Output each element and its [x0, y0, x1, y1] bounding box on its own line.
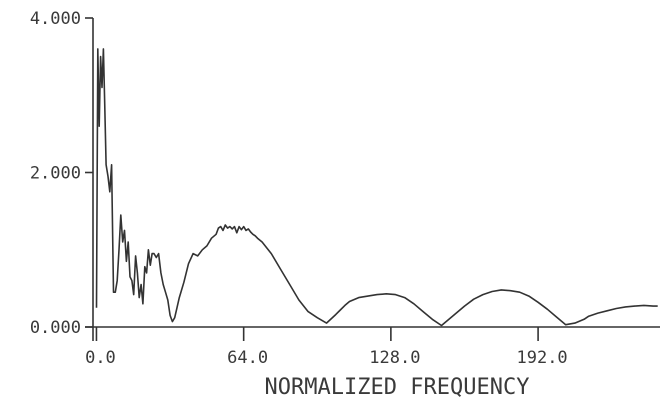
axes [85, 18, 660, 341]
series-line-0 [95, 48, 658, 327]
y-tick-label: 4.000 [30, 9, 81, 29]
x-tick-label: 64.0 [227, 348, 268, 368]
x-ticks: 0.0 64.0 128.0 192.0 [85, 327, 568, 368]
x-axis-label: NORMALIZED FREQUENCY [265, 375, 530, 400]
y-ticks: 0.000 2.000 4.000 [30, 9, 93, 338]
y-tick-label: 0.000 [30, 318, 81, 338]
y-tick-label: 2.000 [30, 164, 81, 184]
x-tick-label: 0.0 [85, 348, 116, 368]
x-tick-label: 192.0 [516, 348, 567, 368]
series [95, 48, 658, 327]
x-tick-label: 128.0 [369, 348, 420, 368]
